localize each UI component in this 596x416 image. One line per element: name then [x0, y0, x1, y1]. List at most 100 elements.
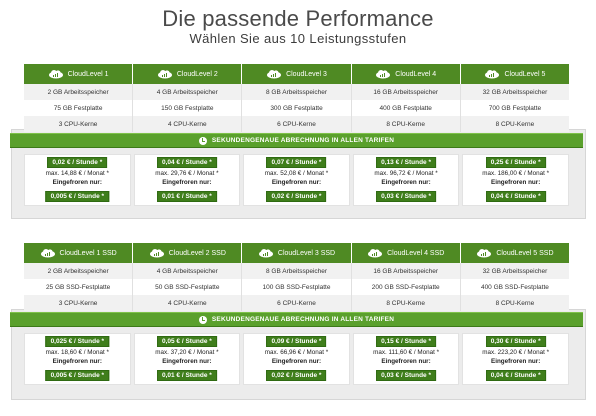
- monthly-max-price: max. 29,76 € / Monat *: [155, 170, 219, 177]
- frozen-price-badge: 0,01 € / Stunde *: [156, 191, 217, 202]
- hourly-price-badge: 0,13 € / Stunde *: [376, 157, 437, 168]
- cloud-signal-icon: [367, 248, 383, 258]
- spec-row-ram: 2 GB Arbeitsspeicher 4 GB Arbeitsspeiche…: [24, 84, 569, 100]
- plan-header-cloudlevel-1-ssd[interactable]: CloudLevel 1 SSD: [24, 243, 134, 263]
- spec-ram: 16 GB Arbeitsspeicher: [352, 84, 461, 100]
- monthly-max-price: max. 37,20 € / Monat *: [155, 349, 219, 356]
- price-cell: 0,25 € / Stunde * max. 186,00 € / Monat …: [462, 154, 569, 206]
- frozen-price-badge: 0,005 € / Stunde *: [45, 370, 110, 381]
- hourly-price-badge: 0,09 € / Stunde *: [266, 336, 327, 347]
- plan-header-row: CloudLevel 1 CloudLevel 2 CloudLevel 3 C…: [24, 64, 570, 84]
- frozen-price-badge: 0,04 € / Stunde *: [485, 191, 546, 202]
- spec-ram: 8 GB Arbeitsspeicher: [242, 263, 352, 279]
- cloud-signal-icon: [476, 248, 492, 258]
- price-cell: 0,30 € / Stunde * max. 223,20 € / Monat …: [462, 333, 569, 385]
- hourly-price-badge: 0,15 € / Stunde *: [376, 336, 437, 347]
- cloud-signal-icon: [40, 248, 56, 258]
- price-cell: 0,15 € / Stunde * max. 111,60 € / Monat …: [352, 333, 460, 385]
- spec-row-disk: 75 GB Festplatte 150 GB Festplatte 300 G…: [24, 100, 569, 116]
- spec-cpu: 8 CPU-Kerne: [495, 299, 535, 307]
- frozen-label: Eingefroren nur:: [271, 358, 322, 365]
- hourly-price-badge: 0,02 € / Stunde *: [47, 157, 108, 168]
- hourly-price-badge: 0,30 € / Stunde *: [485, 336, 546, 347]
- spec-disk: 150 GB Festplatte: [133, 100, 243, 116]
- cloud-signal-icon: [266, 69, 282, 79]
- monthly-max-price: max. 111,60 € / Monat *: [373, 349, 440, 356]
- page-subtitle: Wählen Sie aus 10 Leistungsstufen: [189, 31, 407, 46]
- plan-header-cloudlevel-3-ssd[interactable]: CloudLevel 3 SSD: [242, 243, 352, 263]
- frozen-price-badge: 0,03 € / Stunde *: [376, 370, 437, 381]
- spec-disk: 25 GB SSD-Festplatte: [24, 279, 134, 295]
- monthly-max-price: max. 14,88 € / Monat *: [45, 170, 109, 177]
- frozen-price-badge: 0,005 € / Stunde *: [45, 191, 110, 202]
- billing-banner: SEKUNDENGENAUE ABRECHNUNG IN ALLEN TARIF…: [10, 312, 583, 327]
- hourly-price-badge: 0,25 € / Stunde *: [485, 157, 546, 168]
- cloud-signal-icon: [484, 69, 500, 79]
- plan-header-cloudlevel-5[interactable]: CloudLevel 5: [460, 64, 570, 84]
- plan-header-cloudlevel-2-ssd[interactable]: CloudLevel 2 SSD: [133, 243, 243, 263]
- cloud-signal-icon: [48, 69, 64, 79]
- plan-header-cloudlevel-2[interactable]: CloudLevel 2: [133, 64, 243, 84]
- plan-header-cloudlevel-1[interactable]: CloudLevel 1: [24, 64, 134, 84]
- price-cell: 0,05 € / Stunde * max. 37,20 € / Monat *…: [133, 333, 241, 385]
- hourly-price-badge: 0,04 € / Stunde *: [156, 157, 217, 168]
- spec-ram: 2 GB Arbeitsspeicher: [24, 263, 134, 279]
- monthly-max-price: max. 18,60 € / Monat *: [45, 349, 109, 356]
- frozen-label: Eingefroren nur:: [491, 358, 541, 365]
- spec-cpu: 8 CPU-Kerne: [352, 295, 461, 311]
- frozen-label: Eingefroren nur:: [381, 358, 431, 365]
- plan-header-cloudlevel-3[interactable]: CloudLevel 3: [242, 64, 352, 84]
- spec-row-cpu: 3 CPU-Kerne 4 CPU-Kerne 6 CPU-Kerne 8 CP…: [24, 116, 569, 132]
- plan-name: CloudLevel 5: [504, 70, 546, 78]
- plan-name: CloudLevel 4: [395, 70, 437, 78]
- frozen-label: Eingefroren nur:: [162, 358, 212, 365]
- plan-name: CloudLevel 5 SSD: [496, 249, 554, 257]
- plan-header-cloudlevel-5-ssd[interactable]: CloudLevel 5 SSD: [460, 243, 570, 263]
- spec-cpu: 6 CPU-Kerne: [242, 116, 352, 132]
- frozen-label: Eingefroren nur:: [162, 179, 212, 186]
- monthly-max-price: max. 223,20 € / Monat *: [482, 349, 550, 356]
- spec-ram: 16 GB Arbeitsspeicher: [352, 263, 461, 279]
- page-title: Die passende Performance: [162, 6, 434, 31]
- spec-cpu: 8 CPU-Kerne: [352, 116, 461, 132]
- cloud-signal-icon: [258, 248, 274, 258]
- spec-disk: 200 GB SSD-Festplatte: [352, 279, 461, 295]
- monthly-max-price: max. 186,00 € / Monat *: [482, 170, 550, 177]
- spec-disk: 75 GB Festplatte: [24, 100, 134, 116]
- spec-cpu: 4 CPU-Kerne: [133, 295, 243, 311]
- frozen-price-badge: 0,03 € / Stunde *: [376, 191, 437, 202]
- spec-cpu: 6 CPU-Kerne: [242, 295, 352, 311]
- spec-cpu: 8 CPU-Kerne: [495, 120, 535, 128]
- plan-name: CloudLevel 1 SSD: [59, 249, 117, 257]
- spec-row-disk: 25 GB SSD-Festplatte 50 GB SSD-Festplatt…: [24, 279, 569, 295]
- price-row: 0,025 € / Stunde * max. 18,60 € / Monat …: [24, 333, 569, 385]
- frozen-price-badge: 0,02 € / Stunde *: [266, 370, 327, 381]
- plan-name: CloudLevel 2: [176, 70, 218, 78]
- spec-cpu: 3 CPU-Kerne: [24, 116, 134, 132]
- hourly-price-badge: 0,025 € / Stunde *: [45, 336, 110, 347]
- price-cell: 0,025 € / Stunde * max. 18,60 € / Monat …: [24, 333, 131, 385]
- cloud-signal-icon: [149, 248, 165, 258]
- cloud-signal-icon: [157, 69, 173, 79]
- monthly-max-price: max. 96,72 € / Monat *: [374, 170, 438, 177]
- billing-banner-text: SEKUNDENGENAUE ABRECHNUNG IN ALLEN TARIF…: [211, 137, 395, 144]
- plan-name: CloudLevel 3 SSD: [277, 249, 336, 257]
- plan-header-cloudlevel-4-ssd[interactable]: CloudLevel 4 SSD: [351, 243, 461, 263]
- frozen-label: Eingefroren nur:: [52, 358, 102, 365]
- clock-icon: [198, 315, 207, 324]
- price-cell: 0,02 € / Stunde * max. 14,88 € / Monat *…: [24, 154, 131, 206]
- spec-disk: 400 GB SSD-Festplatte: [480, 283, 549, 291]
- spec-row-cpu: 3 CPU-Kerne 4 CPU-Kerne 6 CPU-Kerne 8 CP…: [24, 295, 569, 311]
- spec-disk: 300 GB Festplatte: [242, 100, 352, 116]
- plan-name: CloudLevel 4 SSD: [387, 249, 445, 257]
- hourly-price-badge: 0,05 € / Stunde *: [156, 336, 217, 347]
- frozen-label: Eingefroren nur:: [271, 179, 322, 186]
- spec-ram: 32 GB Arbeitsspeicher: [482, 267, 548, 275]
- plan-header-cloudlevel-4[interactable]: CloudLevel 4: [351, 64, 461, 84]
- spec-row-ram: 2 GB Arbeitsspeicher 4 GB Arbeitsspeiche…: [24, 263, 569, 279]
- plan-header-row: CloudLevel 1 SSD CloudLevel 2 SSD CloudL…: [24, 243, 570, 263]
- billing-banner: SEKUNDENGENAUE ABRECHNUNG IN ALLEN TARIF…: [10, 133, 583, 148]
- spec-ram: 2 GB Arbeitsspeicher: [24, 84, 134, 100]
- price-row: 0,02 € / Stunde * max. 14,88 € / Monat *…: [24, 154, 569, 206]
- spec-disk: 50 GB SSD-Festplatte: [133, 279, 243, 295]
